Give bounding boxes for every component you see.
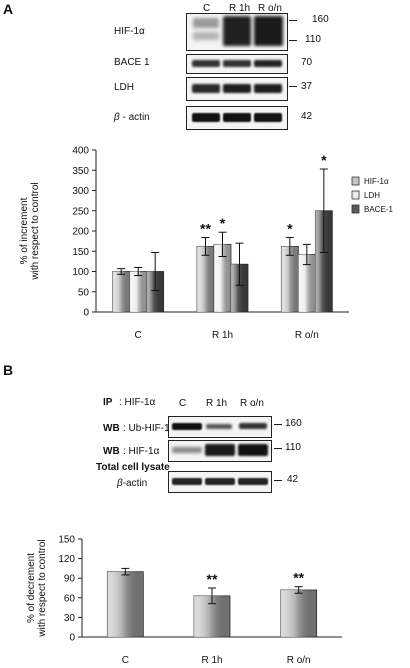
significance-marker: ** xyxy=(207,571,218,587)
western-blot-ldh xyxy=(186,77,288,101)
y-tick-label: 120 xyxy=(58,554,75,565)
legend-label: BACE-1 xyxy=(364,205,393,214)
bar-shading xyxy=(214,244,231,312)
bar-shading xyxy=(146,271,164,312)
lane-label-ron: R o/n xyxy=(258,3,282,14)
x-tick-label: R 1h xyxy=(212,330,233,341)
blot-label-ldh: LDH xyxy=(114,82,135,93)
actin-text: - actin xyxy=(119,112,150,123)
x-tick-label: C xyxy=(135,330,142,341)
bar-shading xyxy=(107,571,144,637)
lane-label-c-b: C xyxy=(179,398,187,409)
y-tick-label: 150 xyxy=(58,535,75,546)
bar-chart-decrement: 0 30 60 90 120 150 % of decrement with respect … xyxy=(26,535,342,666)
significance-marker: * xyxy=(220,215,226,231)
legend-swatch xyxy=(351,190,360,200)
wb1-target: : Ub-HIF-1α xyxy=(123,423,176,434)
marker-37-a: 37 xyxy=(301,81,313,92)
western-blot-ub-hif1a xyxy=(168,416,272,438)
significance-marker: ** xyxy=(200,220,211,236)
y-tick-label: 0 xyxy=(83,308,89,319)
marker-70-a: 70 xyxy=(301,57,313,68)
y-tick-label: 400 xyxy=(72,146,89,157)
y-axis-label: with respect to control xyxy=(30,182,41,280)
y-tick-label: 90 xyxy=(64,574,76,585)
bar-shading xyxy=(280,589,317,637)
blot-label-bace1: BACE 1 xyxy=(114,57,150,68)
bar-shading xyxy=(112,271,130,312)
significance-marker: * xyxy=(287,220,293,236)
x-tick-label: R 1h xyxy=(201,655,222,666)
y-tick-label: 60 xyxy=(64,593,76,604)
actin-text-b: -actin xyxy=(122,478,148,489)
y-tick-label: 100 xyxy=(72,267,89,278)
bar-shading xyxy=(197,246,214,312)
bar-shading xyxy=(231,264,248,312)
y-tick-label: 50 xyxy=(78,287,90,298)
y-tick-label: 30 xyxy=(64,613,76,624)
lane-label-ron-b: R o/n xyxy=(240,398,264,409)
bar-shading xyxy=(298,254,316,312)
ip-label: IP xyxy=(103,397,113,408)
bar-chart-increment: 0 50 100 150 200 250 300 350 400 % of increment wi… xyxy=(19,146,393,342)
panel-b-letter: B xyxy=(3,362,14,378)
y-axis-label: % of increment xyxy=(19,197,30,264)
y-tick-label: 150 xyxy=(72,247,89,258)
lane-label-c: C xyxy=(203,3,211,14)
x-tick-label: C xyxy=(122,655,129,666)
marker-110-b: 110 xyxy=(285,442,301,453)
legend-label: HIF-1α xyxy=(364,177,389,186)
wb2-target: : HIF-1α xyxy=(123,446,160,457)
bar-shading xyxy=(315,210,333,312)
marker-110-a: 110 xyxy=(305,34,321,45)
legend-swatch xyxy=(351,204,360,214)
lane-label-r1h-b: R 1h xyxy=(206,398,228,409)
bar-shading xyxy=(129,271,147,312)
western-blot-hif1a xyxy=(186,13,288,51)
significance-marker: ** xyxy=(293,570,304,586)
western-blot-hif1a-b xyxy=(168,440,272,462)
ip-target: : HIF-1α xyxy=(119,397,156,408)
y-axis-label: % of decrement xyxy=(26,553,37,623)
panel-a-letter: A xyxy=(3,1,14,17)
marker-160-a: 160 xyxy=(312,14,329,25)
total-lysate-label: Total cell lysate xyxy=(96,462,170,473)
western-blot-actin-b xyxy=(168,471,272,493)
marker-160-b: 160 xyxy=(285,418,302,429)
western-blot-bace1 xyxy=(186,54,288,74)
wb2-label: WB xyxy=(103,446,120,457)
wb1-label: WB xyxy=(103,423,120,434)
blot-label-actin: β - actin xyxy=(114,112,150,123)
bar-shading xyxy=(281,246,299,312)
marker-42-b: 42 xyxy=(287,474,299,485)
x-tick-label: R o/n xyxy=(287,655,311,666)
significance-marker: * xyxy=(321,152,327,168)
y-tick-label: 200 xyxy=(72,227,89,238)
beta-symbol-b: β xyxy=(117,478,123,489)
x-tick-label: R o/n xyxy=(295,330,319,341)
y-tick-label: 250 xyxy=(72,206,89,217)
y-tick-label: 300 xyxy=(72,186,89,197)
legend-swatch xyxy=(351,176,360,186)
blot-label-hif1a: HIF-1α xyxy=(114,26,145,37)
legend-label: LDH xyxy=(364,191,380,200)
y-tick-label: 0 xyxy=(69,633,75,644)
beta-symbol: β xyxy=(114,112,120,123)
marker-42-a: 42 xyxy=(301,111,313,122)
lane-label-r1h: R 1h xyxy=(229,3,251,14)
y-axis-label: with respect to control xyxy=(37,539,48,637)
western-blot-actin-a xyxy=(186,106,288,130)
y-tick-label: 350 xyxy=(72,166,89,177)
blot-label-actin-b: β-actin xyxy=(117,478,147,489)
